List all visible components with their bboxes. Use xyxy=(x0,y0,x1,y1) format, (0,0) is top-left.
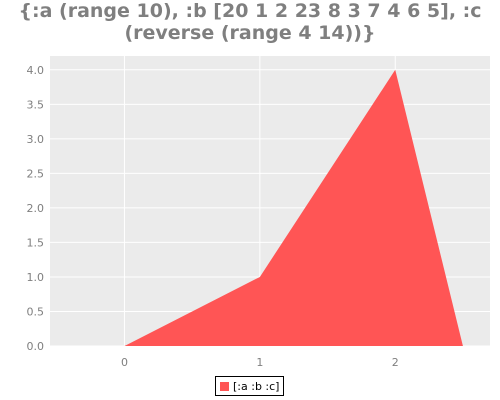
y-tick-label: 1.0 xyxy=(27,271,45,284)
y-tick-label: 3.0 xyxy=(27,133,45,146)
x-tick-label: 2 xyxy=(392,356,399,369)
y-tick-label: 0.0 xyxy=(27,340,45,353)
y-tick-label: 1.5 xyxy=(27,236,45,249)
area-series xyxy=(124,69,463,347)
legend-label: [:a :b :c] xyxy=(233,379,280,393)
chart-title-line-2: (reverse (range 4 14))} xyxy=(124,22,376,44)
legend-swatch xyxy=(220,381,229,391)
y-tick-label: 4.0 xyxy=(27,64,45,77)
chart-title: {:a (range 10), :b [20 1 2 23 8 3 7 4 6 … xyxy=(0,0,500,44)
y-tick-label: 3.5 xyxy=(27,98,45,111)
y-tick-label: 2.0 xyxy=(27,202,45,215)
y-tick-label: 0.5 xyxy=(27,305,45,318)
y-tick-label: 2.5 xyxy=(27,167,45,180)
x-tick-label: 0 xyxy=(121,356,128,369)
legend: [:a :b :c] xyxy=(215,376,285,396)
chart-title-line-1: {:a (range 10), :b [20 1 2 23 8 3 7 4 6 … xyxy=(18,0,482,22)
x-tick-label: 1 xyxy=(256,356,263,369)
